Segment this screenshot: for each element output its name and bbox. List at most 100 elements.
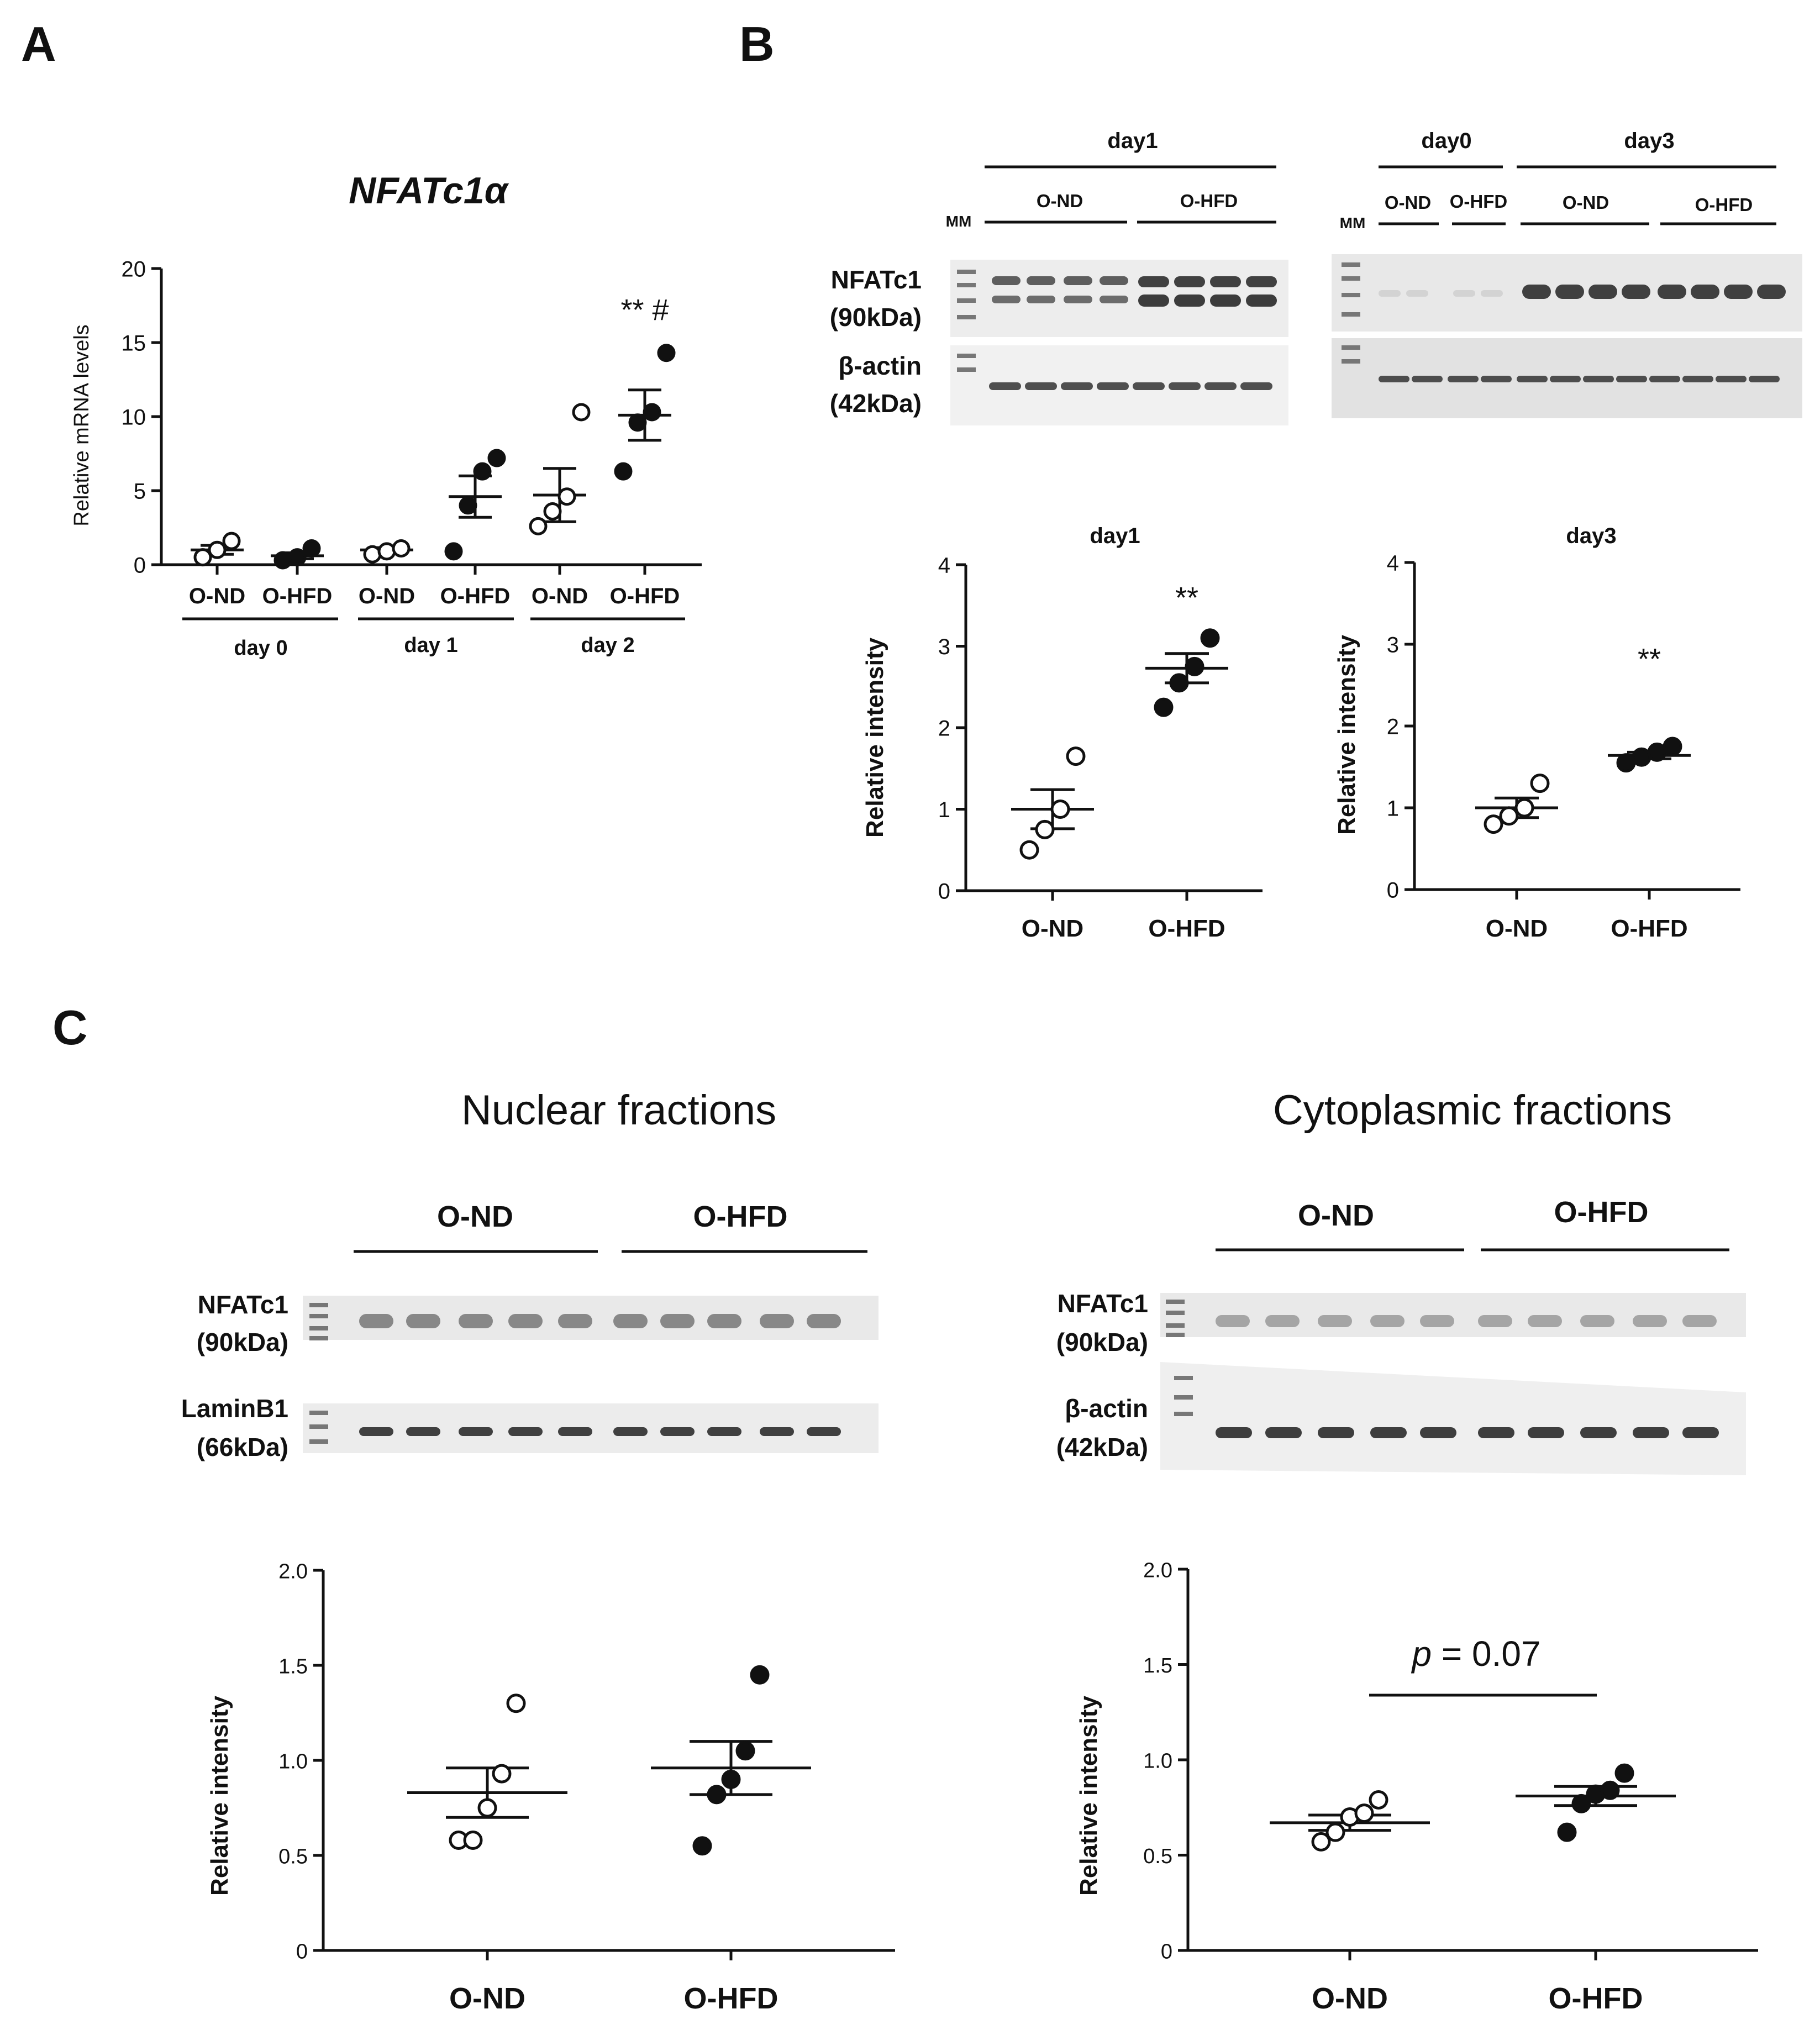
marker-ladder-band: [1174, 1376, 1193, 1380]
actin-band: [1169, 382, 1201, 390]
actin-band: [1649, 376, 1680, 382]
significance-annotation: ** #: [620, 293, 669, 327]
x-tick-label: O-HFD: [440, 584, 511, 608]
actin-band: [1420, 1427, 1456, 1438]
data-point: [222, 532, 241, 550]
data-point: [1169, 673, 1189, 693]
laminb1-band: [508, 1427, 543, 1436]
marker-ladder-band: [309, 1439, 328, 1444]
data-point: [543, 502, 562, 521]
marker-ladder-band: [309, 1424, 328, 1429]
nfatc1-band: [660, 1314, 695, 1328]
chart-b-left-y-label: Relative intensity: [861, 638, 888, 838]
actin-band: [1580, 1427, 1617, 1438]
cyto-row1-size: (90kDa): [1056, 1328, 1148, 1356]
data-point: [377, 542, 396, 561]
y-tick-label: 15: [122, 331, 146, 355]
x-tick-label: O-HFD: [262, 584, 333, 608]
panel-a-chart: 0 5 10 15 20 O-ND O-HFD O-ND O-HFD O-ND O-HFD ** #: [122, 257, 702, 608]
data-point: [463, 1830, 483, 1850]
data-point: [735, 1741, 755, 1761]
nfatc1-band: [1064, 276, 1092, 285]
actin-band: [1318, 1427, 1354, 1438]
actin-band: [1412, 376, 1443, 382]
marker-ladder-band: [957, 283, 976, 287]
data-point: [1614, 1763, 1634, 1783]
nfatc1-band: [459, 1314, 493, 1328]
actin-band: [1133, 382, 1165, 390]
nuclear-blot-ond: O-ND: [437, 1200, 513, 1233]
nfatc1-band: [1522, 285, 1551, 299]
y-tick-label: 0.5: [278, 1845, 308, 1868]
actin-band: [989, 382, 1021, 390]
chart-b-left: 0 1 2 3 4 O-ND O-HFD **: [938, 553, 1263, 942]
pvalue-rest: = 0.07: [1432, 1634, 1541, 1674]
nfatc1-band: [1174, 294, 1205, 307]
blot-left-row2-size: (42kDa): [830, 389, 922, 418]
cyto-blot-ohfd: O-HFD: [1554, 1196, 1649, 1229]
nfatc1-band: [1658, 285, 1686, 299]
blot-right-day3-ond: O-ND: [1563, 192, 1609, 213]
nfatc1-band: [1246, 294, 1277, 307]
x-tick-label: O-ND: [1486, 915, 1548, 942]
data-point: [392, 539, 411, 558]
data-point: [363, 545, 382, 564]
y-tick-label: 2.0: [1143, 1559, 1172, 1582]
y-tick-label: 2.0: [278, 1560, 308, 1583]
nuclear-blot-ohfd: O-HFD: [693, 1200, 788, 1233]
data-point: [1200, 628, 1220, 648]
nfatc1-band: [1174, 276, 1205, 287]
x-tick-label: O-HFD: [610, 584, 680, 608]
data-point: [477, 1798, 497, 1818]
nfatc1-band: [1406, 290, 1428, 297]
data-point: [473, 462, 492, 481]
significance-annotation: **: [1175, 581, 1198, 614]
data-point: [657, 344, 676, 362]
actin-band: [1025, 382, 1057, 390]
panel-b-blot-right: day0 day3 O-ND O-HFD O-ND O-HFD MM: [1332, 129, 1802, 418]
marker-ladder-band: [1342, 359, 1360, 364]
data-point: [1369, 1790, 1388, 1810]
nuclear-blot: O-ND O-HFD NFATc1 (90kDa) LaminB1 (66kDa…: [181, 1200, 879, 1461]
marker-ladder-band: [309, 1303, 328, 1307]
nfatc1-band: [1622, 285, 1650, 299]
data-point: [1647, 742, 1667, 762]
nfatc1-band: [1265, 1315, 1300, 1327]
nfatc1-band: [1138, 276, 1169, 287]
actin-band: [1216, 1427, 1252, 1438]
actin-band: [1370, 1427, 1407, 1438]
chart-c-cyto-y-label: Relative intensity: [1075, 1696, 1102, 1896]
x-tick-label: O-ND: [532, 584, 588, 608]
day1-label: day 1: [404, 634, 457, 657]
actin-band: [1633, 1427, 1669, 1438]
data-point: [1066, 746, 1086, 766]
nfatc1-band: [613, 1314, 648, 1328]
nfatc1-band: [1724, 285, 1753, 299]
nfatc1-band: [1216, 1315, 1250, 1327]
nfatc1-band: [1210, 276, 1241, 287]
panel-b-blot-left: day1 O-ND O-HFD MM NFATc1 (90kDa) β-acti…: [830, 129, 1288, 425]
data-point: [1499, 806, 1519, 826]
marker-ladder-band: [1342, 312, 1360, 317]
nfatc1-band: [760, 1314, 794, 1328]
data-point: [208, 540, 227, 559]
actin-band: [1097, 382, 1129, 390]
nfatc1-band: [1757, 285, 1786, 299]
data-point: [1514, 798, 1534, 818]
nfatc1-band: [1580, 1315, 1614, 1327]
y-tick-label: 3: [938, 635, 950, 659]
nfatc1-band: [1528, 1315, 1562, 1327]
data-point: [1325, 1822, 1345, 1842]
blot-left-row1-size: (90kDa): [830, 303, 922, 332]
panel-b-letter: B: [739, 17, 775, 71]
blot-left-bands: [957, 270, 1277, 390]
data-point: [692, 1836, 712, 1856]
data-point: [492, 1764, 512, 1784]
nfatc1-band: [992, 276, 1021, 285]
actin-band: [1481, 376, 1512, 382]
data-point: [459, 496, 477, 515]
nfatc1-band: [1478, 1315, 1512, 1327]
nfatc1-band: [707, 1314, 741, 1328]
laminb1-band: [760, 1427, 794, 1436]
